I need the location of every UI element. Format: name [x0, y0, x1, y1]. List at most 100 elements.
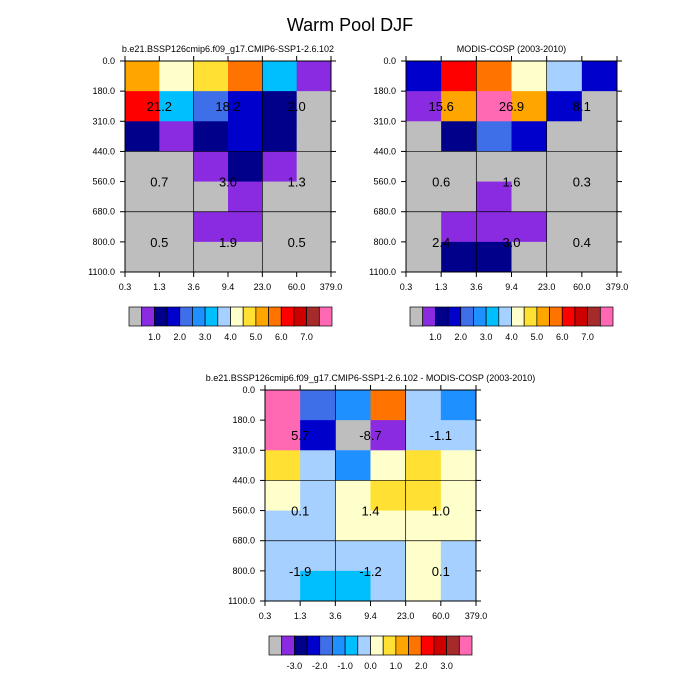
- y-tick-label: 180.0: [232, 415, 255, 425]
- colorbar-box: [281, 635, 295, 656]
- colorbar-box: [498, 306, 512, 327]
- colorbar-box: [447, 306, 462, 327]
- cell-annotation: 8.1: [573, 99, 591, 114]
- heatmap-cell: [262, 61, 298, 92]
- heatmap-cell: [546, 181, 583, 213]
- heatmap-cell: [511, 211, 548, 243]
- colorbar-box: [485, 306, 500, 327]
- colorbar-box: [382, 635, 397, 656]
- colorbar-label: -1.0: [337, 661, 353, 671]
- heatmap-cell: [125, 181, 160, 213]
- heatmap-cell: [193, 241, 229, 273]
- heatmap-cell: [440, 390, 477, 421]
- heatmap-cell: [406, 181, 442, 213]
- heatmap-cell: [335, 570, 371, 602]
- y-tick-label: 1100.0: [88, 267, 115, 277]
- heatmap-cell: [476, 61, 512, 92]
- colorbar-label: 2.0: [173, 332, 186, 342]
- cell-annotation: 1.9: [219, 235, 237, 250]
- heatmap-cell: [159, 241, 195, 273]
- heatmap-cell: [228, 181, 263, 213]
- heatmap-cell: [440, 450, 477, 481]
- panel-model: b.e21.BSSP126cmip6.f09_g17.CMIP6-SSP1-2.…: [88, 44, 342, 342]
- colorbar-box: [242, 306, 257, 327]
- heatmap-cell: [511, 61, 548, 92]
- y-tick-label: 440.0: [92, 146, 115, 156]
- heatmap-cell: [405, 570, 442, 602]
- colorbar-box: [587, 306, 601, 327]
- heatmap-cell: [441, 121, 477, 152]
- cell-annotation: 0.6: [432, 175, 450, 190]
- cell-annotation: 0.1: [291, 504, 309, 519]
- heatmap-cell: [476, 121, 512, 152]
- colorbar-box: [306, 635, 321, 656]
- colorbar-box: [128, 306, 143, 327]
- heatmap-cell: [441, 181, 477, 213]
- heatmap-cell: [228, 121, 263, 152]
- heatmap-cell: [228, 91, 263, 122]
- cell-annotation: -1.9: [289, 564, 311, 579]
- colorbar-box: [166, 306, 181, 327]
- colorbar-box: [460, 306, 474, 327]
- heatmap-cell: [476, 241, 512, 273]
- heatmap-cell: [546, 241, 583, 273]
- heatmap-cell: [511, 121, 548, 152]
- x-tick-label: 379.0: [606, 282, 629, 292]
- heatmap-cell: [300, 570, 336, 602]
- cell-annotation: 1.3: [288, 175, 306, 190]
- x-tick-label: 379.0: [465, 611, 488, 621]
- colorbar-box: [523, 306, 538, 327]
- cell-annotation: 15.6: [429, 99, 454, 114]
- heatmap-cell: [511, 241, 548, 273]
- colorbar-box: [344, 635, 359, 656]
- colorbar-label: 0.0: [364, 661, 377, 671]
- heatmap-cell: [265, 510, 301, 542]
- heatmap-cell: [405, 540, 442, 572]
- heatmap-cell: [159, 121, 195, 152]
- colorbar-box: [255, 306, 269, 327]
- cell-annotation: -8.7: [359, 428, 381, 443]
- heatmap-cell: [441, 91, 477, 122]
- colorbar-box: [217, 306, 231, 327]
- colorbar-box: [549, 306, 563, 327]
- heatmap-cell: [476, 151, 512, 183]
- cell-annotation: -1.2: [359, 564, 381, 579]
- heatmap-cell: [511, 151, 548, 183]
- heatmap-cell: [193, 151, 229, 183]
- heatmap-cell: [300, 540, 336, 572]
- colorbar-box: [204, 306, 219, 327]
- x-tick-label: 3.6: [470, 282, 483, 292]
- x-tick-label: 9.4: [505, 282, 518, 292]
- heatmap-cell: [228, 241, 263, 273]
- heatmap-cell: [125, 61, 160, 92]
- heatmap-cell: [581, 91, 618, 122]
- heatmap-cell: [405, 480, 442, 512]
- x-tick-label: 9.4: [364, 611, 377, 621]
- x-tick-label: 1.3: [153, 282, 166, 292]
- cell-annotation: -1.1: [430, 428, 452, 443]
- heatmap-cell: [125, 241, 160, 273]
- heatmap-cell: [193, 181, 229, 213]
- panel-modis: MODIS-COSP (2003-2010) 15.6 26.9 8.1 0.6 1.6 0…: [369, 44, 628, 342]
- y-tick-label: 680.0: [92, 207, 115, 217]
- x-tick-label: 9.4: [222, 282, 235, 292]
- colorbar-label: 4.0: [224, 332, 237, 342]
- heatmap-cell: [265, 540, 301, 572]
- colorbar-box: [599, 306, 614, 327]
- cell-annotation: 1.6: [502, 175, 520, 190]
- heatmap-cell: [228, 151, 263, 183]
- heatmap-cell: [370, 480, 407, 512]
- cell-annotation: 21.2: [147, 99, 172, 114]
- x-tick-label: 23.0: [538, 282, 556, 292]
- colorbar-label: 6.0: [556, 332, 569, 342]
- colorbar-label: 6.0: [275, 332, 288, 342]
- colorbar-box: [332, 635, 346, 656]
- heatmap-cell: [406, 151, 442, 183]
- x-tick-label: 0.3: [259, 611, 272, 621]
- heatmap-cell: [262, 151, 298, 183]
- heatmap-cell: [441, 211, 477, 243]
- colorbar-label: -3.0: [287, 661, 303, 671]
- heatmap-cell: [296, 61, 332, 92]
- x-tick-label: 23.0: [254, 282, 272, 292]
- heatmap-cell: [193, 61, 229, 92]
